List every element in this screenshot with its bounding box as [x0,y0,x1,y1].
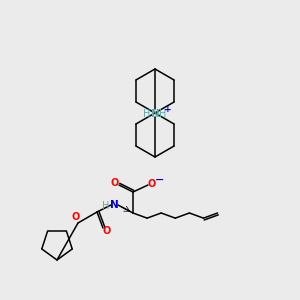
Text: N: N [151,109,159,119]
Text: H: H [143,109,151,119]
Text: O: O [72,212,80,222]
Text: H: H [159,109,167,119]
Text: O: O [111,178,119,188]
Text: −: − [155,175,165,185]
Text: H: H [102,201,110,211]
Text: N: N [110,200,118,210]
Text: +: + [164,106,172,115]
Text: O: O [103,226,111,236]
Text: O: O [148,179,156,189]
